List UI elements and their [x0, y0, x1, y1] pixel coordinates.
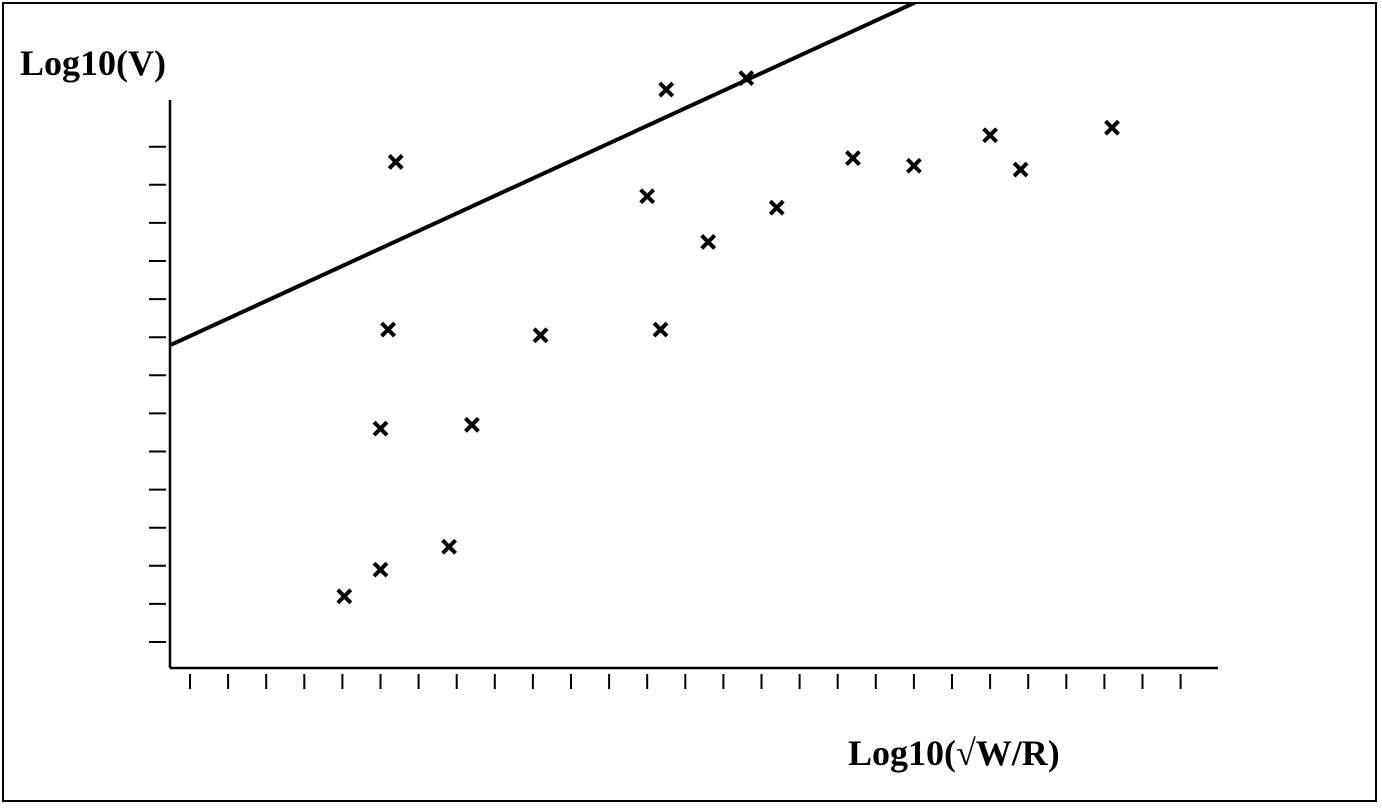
trend-line-segment: [170, 4, 917, 347]
point-marker-stroke: [464, 416, 480, 433]
data-point: [845, 150, 861, 167]
point-marker-stroke: [532, 327, 549, 344]
data-point: [532, 327, 549, 344]
data-point: [905, 157, 922, 174]
data-points: [336, 70, 1120, 605]
point-marker-stroke: [845, 150, 861, 167]
data-point: [372, 420, 389, 437]
axis-ticks: [149, 145, 1182, 689]
data-point: [700, 234, 717, 250]
point-marker-stroke: [372, 561, 389, 578]
point-marker-stroke: [380, 321, 397, 338]
point-marker-stroke: [768, 199, 785, 216]
data-point: [380, 321, 397, 338]
point-marker-stroke: [639, 188, 656, 205]
point-marker-stroke: [982, 127, 999, 144]
point-marker-stroke: [441, 538, 457, 555]
point-marker-stroke: [738, 70, 755, 87]
point-marker-stroke: [387, 154, 404, 170]
point-marker-stroke: [372, 420, 389, 437]
data-point: [768, 199, 785, 216]
data-point: [982, 127, 999, 144]
y-axis-label: Log10(V): [20, 43, 166, 83]
data-point: [639, 188, 656, 205]
data-point: [387, 154, 404, 170]
axes: [168, 100, 1218, 670]
point-marker-stroke: [905, 157, 922, 174]
trend-line: [170, 4, 917, 347]
x-axis-label: Log10(√W/R): [848, 733, 1060, 773]
point-marker-stroke: [700, 234, 717, 250]
data-point: [1012, 161, 1029, 178]
data-point: [652, 321, 669, 338]
point-marker-stroke: [652, 321, 669, 338]
data-point: [441, 538, 457, 555]
data-point: [658, 81, 675, 98]
data-point: [336, 588, 353, 605]
point-marker-stroke: [1012, 161, 1029, 178]
point-marker-stroke: [1104, 119, 1120, 136]
data-point: [372, 561, 389, 578]
data-point: [738, 70, 755, 87]
data-point: [464, 416, 480, 433]
point-marker-stroke: [658, 81, 675, 98]
point-marker-stroke: [336, 588, 353, 605]
data-point: [1104, 119, 1120, 136]
